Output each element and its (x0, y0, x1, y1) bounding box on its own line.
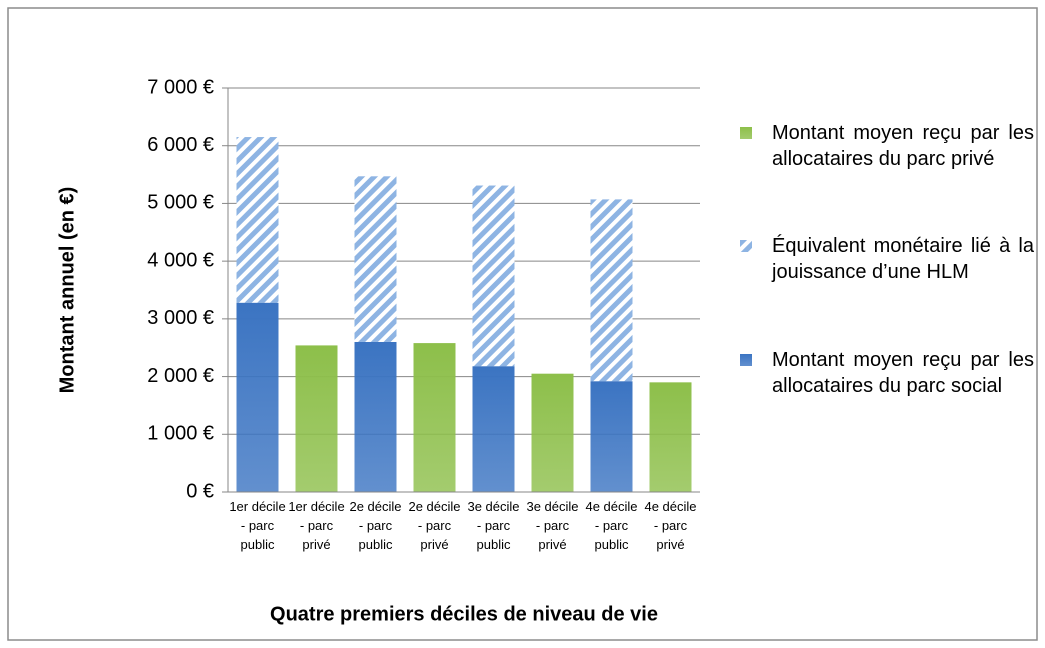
y-axis-title: Montant annuel (en €) (56, 187, 78, 394)
x-axis-title: Quatre premiers déciles de niveau de vie (270, 603, 658, 625)
y-tick-label: 4 000 € (147, 249, 214, 271)
bar-segment (354, 341, 397, 492)
bar-segment (649, 382, 692, 492)
y-tick-label: 2 000 € (147, 365, 214, 387)
x-tick-label: 1er décile - parc public (229, 499, 286, 552)
bar-segment (590, 381, 633, 492)
x-tick-label: 3e décile - parc public (467, 499, 520, 552)
bar-segment (236, 302, 279, 492)
bar-segment (472, 366, 515, 492)
x-tick-label: 2e décile - parc privé (408, 499, 461, 552)
x-tick-label: 4e décile - parc public (585, 499, 638, 552)
legend-swatch (740, 127, 752, 139)
y-tick-label: 7 000 € (147, 76, 214, 98)
bar-segment (236, 137, 279, 303)
legend-label: Montant moyen reçu par les allocataires … (772, 349, 1034, 397)
legend-swatch (740, 354, 752, 366)
bar-segment (354, 176, 397, 342)
y-tick-label: 0 € (186, 480, 214, 502)
frame (7, 7, 1038, 641)
bar-segment (590, 199, 633, 382)
legend-label: Équivalent monétaire lié à la jouissance… (772, 235, 1034, 283)
bar-segment (472, 185, 515, 367)
bar-segment (413, 343, 456, 492)
x-tick-label: 4e décile - parc privé (644, 499, 697, 552)
legend-label: Montant moyen reçu par les allocataires … (772, 122, 1034, 170)
x-tick-label: 3e décile - parc privé (526, 499, 579, 552)
x-tick-label: 2e décile - parc public (349, 499, 402, 552)
x-tick-label: 1er décile - parc privé (288, 499, 345, 552)
y-tick-label: 5 000 € (147, 192, 214, 214)
legend-swatch (740, 240, 752, 252)
bar-segment (295, 345, 338, 492)
y-tick-label: 3 000 € (147, 307, 214, 329)
y-tick-label: 6 000 € (147, 134, 214, 156)
y-tick-label: 1 000 € (147, 423, 214, 445)
bar-segment (531, 373, 574, 492)
